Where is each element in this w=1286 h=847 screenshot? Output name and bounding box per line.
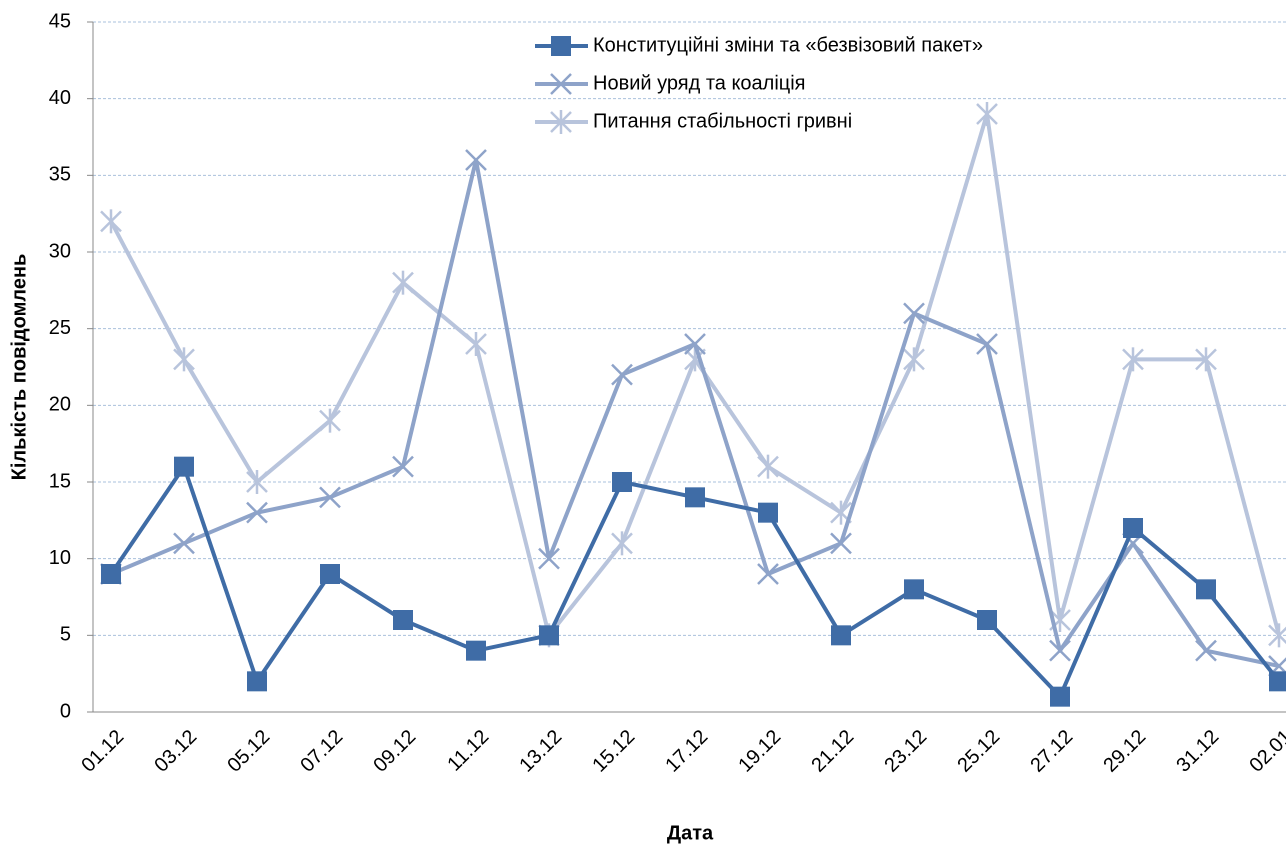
marker	[1196, 579, 1216, 600]
marker-stroke	[830, 532, 852, 555]
x-tick-label: 27.12	[1026, 726, 1077, 777]
marker	[551, 36, 571, 56]
marker	[246, 470, 268, 494]
y-tick-label: 40	[49, 87, 71, 109]
marker-stroke	[538, 547, 560, 570]
x-tick-label: 29.12	[1099, 726, 1150, 777]
x-tick-label: 02.01	[1245, 726, 1286, 777]
series-line	[109, 112, 1281, 638]
x-tick-label: 31.12	[1172, 726, 1223, 777]
marker	[976, 333, 998, 355]
x-tick-label: 19.12	[734, 726, 785, 777]
y-tick-label: 35	[49, 164, 71, 186]
x-tick-label: 13.12	[515, 726, 566, 777]
y-tick-label: 20	[49, 394, 71, 416]
marker	[1049, 639, 1071, 662]
marker	[976, 102, 998, 126]
y-tick-label: 5	[60, 624, 71, 646]
marker	[831, 625, 851, 646]
y-tick-label: 30	[49, 240, 71, 262]
marker	[101, 564, 121, 584]
marker	[685, 487, 705, 508]
marker	[830, 532, 852, 555]
marker	[465, 332, 487, 356]
marker	[539, 625, 559, 646]
marker	[247, 671, 267, 692]
marker	[173, 347, 195, 372]
x-tick-label: 11.12	[443, 726, 493, 776]
x-tick-label: 23.12	[880, 726, 931, 777]
marker-stroke	[465, 149, 487, 171]
x-tick-label: 03.12	[150, 726, 201, 777]
marker	[392, 270, 414, 295]
marker-stroke	[319, 486, 341, 509]
marker	[550, 73, 572, 95]
marker	[684, 333, 706, 355]
marker	[393, 610, 413, 630]
marker	[758, 502, 778, 523]
marker	[1122, 347, 1144, 372]
x-tick-label: 05.12	[223, 726, 274, 777]
marker-stroke	[550, 73, 572, 95]
y-tick-label: 0	[60, 700, 71, 722]
marker	[246, 501, 268, 524]
marker-stroke	[1049, 639, 1071, 662]
marker	[550, 110, 572, 134]
y-tick-label: 15	[49, 470, 71, 492]
x-axis-title: Дата	[667, 822, 714, 844]
marker-stroke	[757, 563, 779, 585]
marker	[757, 454, 779, 479]
marker-stroke	[1195, 639, 1217, 662]
marker	[1195, 639, 1217, 662]
marker-stroke	[611, 363, 633, 386]
marker	[538, 547, 560, 570]
marker	[100, 209, 122, 234]
marker-stroke	[246, 501, 268, 524]
marker	[319, 408, 341, 433]
marker	[320, 564, 340, 584]
marker-stroke	[392, 455, 414, 478]
series-line	[110, 158, 1280, 668]
marker-stroke	[976, 333, 998, 355]
marker	[612, 472, 632, 492]
marker	[174, 456, 194, 477]
marker	[1269, 671, 1286, 692]
marker	[903, 302, 925, 325]
x-tick-label: 15.12	[588, 726, 639, 777]
marker	[977, 610, 997, 630]
marker	[1195, 347, 1217, 372]
marker-stroke	[903, 302, 925, 325]
marker	[757, 563, 779, 585]
marker	[319, 486, 341, 509]
x-tick-label: 09.12	[369, 726, 420, 777]
y-tick-label: 25	[49, 317, 71, 339]
marker	[1123, 518, 1143, 538]
marker	[465, 149, 487, 171]
legend-label: Конституційні зміни та «безвізовий пакет…	[593, 34, 983, 56]
x-tick-label: 21.12	[807, 726, 858, 777]
marker	[392, 455, 414, 478]
y-tick-label: 45	[49, 10, 71, 32]
x-tick-label: 01.12	[77, 726, 128, 777]
marker	[1050, 686, 1070, 707]
x-tick-label: 07.12	[296, 726, 347, 777]
marker	[173, 532, 195, 555]
marker-stroke	[173, 532, 195, 555]
y-tick-label: 10	[49, 547, 71, 569]
marker	[904, 579, 924, 600]
marker-stroke	[684, 333, 706, 355]
marker	[903, 347, 925, 372]
marker	[466, 640, 486, 661]
legend-label: Новий уряд та коаліція	[593, 72, 806, 94]
x-tick-label: 17.12	[661, 726, 712, 777]
y-axis-title: Кількість повідомлень	[8, 254, 30, 481]
x-tick-label: 25.12	[953, 726, 1004, 777]
marker	[611, 363, 633, 386]
legend-label: Питання стабільності гривні	[593, 110, 852, 132]
marker	[611, 531, 633, 556]
